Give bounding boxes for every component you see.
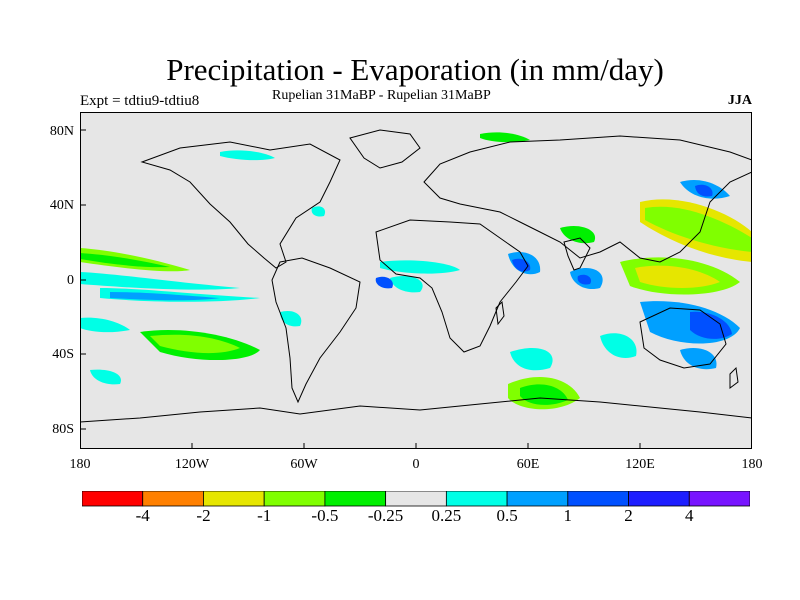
colorbar-label: -0.25: [367, 506, 404, 525]
contour-fill: [311, 206, 326, 217]
coastline-north-america: [140, 141, 341, 269]
contour-fill: [645, 206, 752, 252]
colorbar-swatch: [688, 491, 750, 507]
lon-label-120e: 120E: [625, 457, 655, 472]
colorbar-label: -1: [257, 506, 272, 525]
precip-minus-evap-contours: [80, 132, 752, 410]
contour-fill: [80, 317, 130, 333]
coastline-india: [563, 237, 591, 271]
colorbar-swatch: [82, 491, 144, 507]
coastline-new-zealand: [729, 366, 739, 389]
lat-label-80n: 80N: [49, 124, 74, 139]
lon-label-60e: 60E: [516, 457, 540, 472]
map-plot: [80, 112, 752, 449]
coastline-madagascar: [495, 300, 505, 326]
colorbar-swatch: [324, 491, 387, 507]
contour-fill: [280, 310, 302, 327]
lon-label-120w: 120W: [174, 457, 210, 472]
contour-fill: [150, 334, 240, 354]
colorbar-label: 4: [685, 506, 694, 525]
colorbar-swatch: [263, 491, 326, 507]
contour-fill: [480, 132, 530, 143]
contour-fill: [380, 260, 460, 274]
contour-fill: [560, 225, 596, 244]
contour-fill: [80, 253, 170, 268]
season-label: JJA: [727, 93, 752, 108]
contour-fill: [390, 275, 423, 293]
contour-fill: [110, 292, 220, 301]
lon-label-60w: 60W: [290, 457, 318, 472]
colorbar-swatch: [445, 491, 508, 507]
lat-label-40s: 40S: [52, 347, 74, 362]
coastline-africa: [375, 219, 529, 353]
contour-fill: [520, 384, 568, 405]
contour-fill: [635, 265, 720, 288]
map-frame: [80, 112, 752, 449]
experiment-label: Expt = tdtiu9-tdtiu8: [80, 93, 200, 109]
coastline-antarctica: [80, 397, 752, 423]
colorbar: [82, 491, 750, 507]
period-label: Rupelian 31MaBP - Rupelian 31MaBP: [272, 88, 491, 103]
contour-fill: [375, 276, 393, 289]
colorbar-label: -4: [135, 506, 150, 525]
coastline-greenland: [349, 129, 421, 169]
lon-label-0: 0: [412, 457, 420, 472]
contour-fill: [695, 184, 713, 197]
contour-fill: [690, 311, 732, 339]
colorbar-label: 0.5: [496, 506, 518, 525]
lat-label-40n: 40N: [49, 198, 74, 213]
coastline-australia: [639, 307, 727, 369]
contour-fill: [80, 272, 240, 290]
colorbar-swatch: [142, 491, 204, 507]
colorbar-label: 1: [563, 506, 573, 525]
colorbar-label: 0.25: [431, 506, 462, 525]
colorbar-label: -2: [196, 506, 211, 525]
colorbar-swatch: [385, 491, 447, 507]
colorbar-swatch: [203, 491, 265, 507]
map-title: Precipitation - Evaporation (in mm/day): [166, 52, 664, 87]
contour-fill: [510, 347, 553, 371]
colorbar-swatch: [567, 491, 629, 507]
lat-label-0: 0: [67, 273, 74, 288]
lat-label-80s: 80S: [52, 422, 74, 437]
coastline-south-america: [271, 257, 361, 404]
colorbar-swatch: [506, 491, 569, 507]
colorbar-label: 2: [624, 506, 633, 525]
coastlines: [80, 129, 752, 423]
contour-fill: [90, 369, 121, 385]
contour-fill: [577, 274, 592, 285]
colorbar-swatch: [628, 491, 690, 507]
coastline-eurasia: [423, 135, 752, 263]
colorbar-label: -0.5: [311, 506, 339, 525]
lon-label-180e: 180: [741, 457, 763, 472]
contour-fill: [600, 333, 637, 358]
contour-fill: [220, 150, 275, 161]
lon-label-180w: 180: [69, 457, 91, 472]
